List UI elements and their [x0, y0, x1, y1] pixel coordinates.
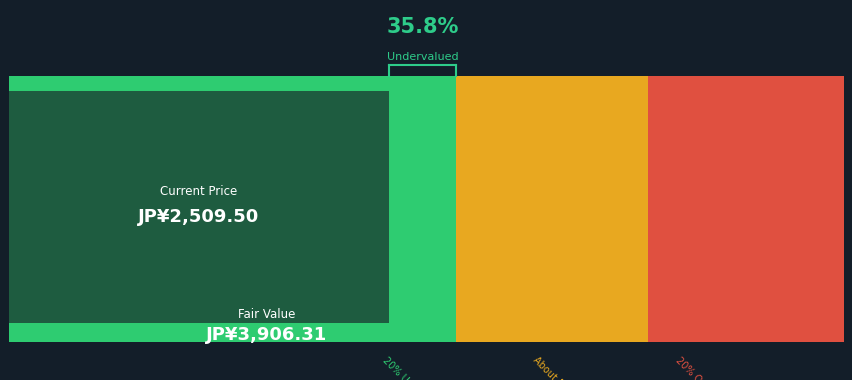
- Text: Current Price: Current Price: [160, 185, 237, 198]
- Text: About Right: About Right: [530, 355, 579, 380]
- Text: 20% Overvalued: 20% Overvalued: [672, 355, 736, 380]
- Text: Fair Value: Fair Value: [238, 307, 295, 321]
- Text: JP¥2,509.50: JP¥2,509.50: [138, 207, 259, 225]
- Bar: [9, 91, 389, 323]
- Bar: [648, 76, 843, 342]
- Text: 35.8%: 35.8%: [386, 17, 458, 36]
- Text: 20% Undervalued: 20% Undervalued: [380, 355, 449, 380]
- Bar: [389, 76, 455, 342]
- Bar: [455, 76, 648, 342]
- Text: JP¥3,906.31: JP¥3,906.31: [205, 326, 326, 344]
- Text: Undervalued: Undervalued: [386, 52, 458, 62]
- Bar: [9, 76, 389, 342]
